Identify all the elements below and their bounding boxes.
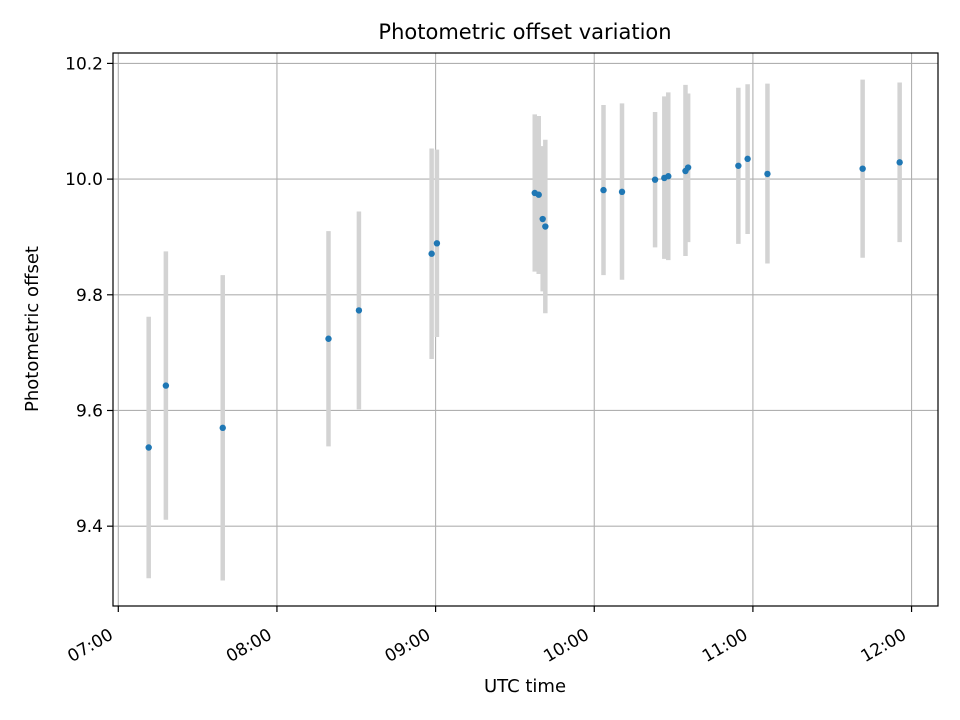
data-point <box>859 165 866 172</box>
data-point <box>600 186 607 194</box>
data-point <box>535 191 542 198</box>
y-tick-label: 9.6 <box>76 401 103 421</box>
data-point <box>744 155 751 163</box>
data-point <box>542 223 549 230</box>
chart-title: Photometric offset variation <box>378 20 671 44</box>
data-point <box>618 188 626 196</box>
data-point <box>433 240 441 247</box>
y-tick-label: 10.2 <box>65 54 103 74</box>
plot-frame <box>112 52 939 607</box>
data-point <box>355 307 363 314</box>
data-point <box>162 382 170 389</box>
data-point <box>764 170 771 178</box>
x-axis-label: UTC time <box>484 676 566 697</box>
y-tick-label: 9.4 <box>76 517 103 537</box>
data-point <box>896 159 903 166</box>
y-axis-label: Photometric offset <box>22 246 43 412</box>
data-point <box>665 173 672 180</box>
data-point <box>219 424 226 432</box>
data-point <box>145 444 152 451</box>
y-axis: 9.4 9.6 9.8 10.0 10.2 <box>65 54 113 537</box>
data-point <box>651 176 659 183</box>
data-point <box>684 164 692 171</box>
data-point <box>428 250 435 257</box>
grid <box>113 53 938 606</box>
y-tick-label: 10.0 <box>65 170 103 190</box>
data-point <box>325 335 332 342</box>
data-point <box>539 215 546 223</box>
data-point <box>735 162 742 169</box>
data-points <box>145 155 903 451</box>
y-tick-label: 9.8 <box>76 286 103 306</box>
